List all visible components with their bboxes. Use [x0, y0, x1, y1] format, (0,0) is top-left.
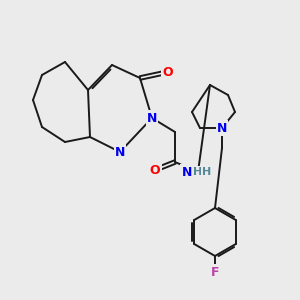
Text: O: O	[150, 164, 160, 176]
Text: N: N	[182, 166, 192, 178]
Text: O: O	[163, 65, 173, 79]
Text: N: N	[217, 122, 227, 134]
Text: H: H	[194, 167, 202, 177]
Text: N: N	[147, 112, 157, 124]
Text: F: F	[211, 266, 219, 278]
Text: N: N	[115, 146, 125, 158]
Text: H: H	[202, 167, 211, 177]
